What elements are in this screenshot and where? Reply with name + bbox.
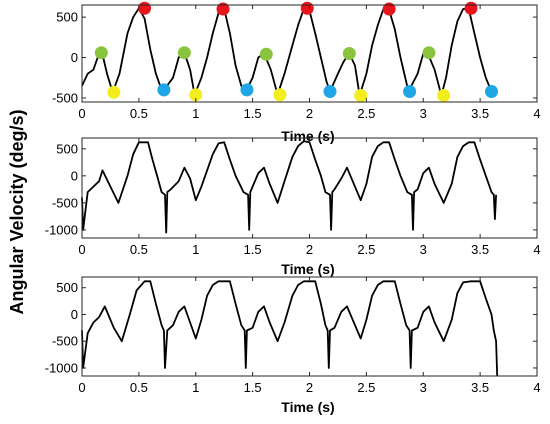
panel-2-series-line: [81, 140, 497, 234]
panel-3-axes-layer: 0 0.5 1 1.5 2 2.5 3 3.5 4 -1000 -500 0 500: [45, 276, 541, 395]
panel-2-x-tick-label: 3: [420, 242, 427, 257]
panel-1-peak-marker: [216, 2, 230, 16]
panel-2-x-tick-label: 1: [192, 242, 199, 257]
panel-3-y-tick-label: -1000: [45, 360, 78, 375]
panel-1-marker-layer: [94, 1, 498, 103]
panel-1-cyan-marker: [323, 84, 337, 98]
panel-1-cyan-marker: [157, 83, 171, 97]
panel-1-x-tick-label: 4: [533, 106, 540, 121]
panel-1-x-tick-label: 3: [420, 106, 427, 121]
panel-1-y-tick-label: -500: [52, 90, 78, 105]
panel-3-y-tick-label: 500: [56, 280, 78, 295]
panel-1-x-tick-label: 1.5: [244, 106, 262, 121]
panel-2-x-tick-label: 1.5: [244, 242, 262, 257]
panel-2-axes-layer: 0 0.5 1 1.5 2 2.5 3 3.5 4 -1000 -500 0 500: [45, 137, 541, 257]
panel-1-x-tick-label: 1: [192, 106, 199, 121]
panel-2-x-tick-label: 2.5: [357, 242, 375, 257]
panel-1-green-marker: [259, 47, 273, 61]
panel-1-x-tick-label: 3.5: [471, 106, 489, 121]
panel-1-peak-marker: [464, 1, 478, 15]
panel-1-cyan-marker: [240, 83, 254, 97]
panel-3-series-line: [81, 280, 499, 377]
panel-1-yellow-marker: [189, 88, 203, 102]
panel-3-y-tick-label: 0: [71, 307, 78, 322]
panel-3-x-tick-label: 0: [78, 380, 85, 395]
panel-3-curve-layer: [81, 280, 499, 377]
panel-1-x-axis-title: Time (s): [281, 128, 334, 144]
panel-2-curve-layer: [81, 140, 497, 234]
panel-2-x-tick-label: 0: [78, 242, 85, 257]
panel-3-x-axis-title: Time (s): [281, 399, 334, 415]
panel-2-x-tick-label: 0.5: [130, 242, 148, 257]
panel-1-yellow-marker: [107, 85, 121, 99]
panel-3: 0 0.5 1 1.5 2 2.5 3 3.5 4 -1000 -500 0 500 Time (s): [45, 276, 541, 415]
panel-2-x-axis-title: Time (s): [281, 261, 334, 277]
panel-1-y-tick-label: 500: [56, 10, 78, 25]
panel-3-x-tick-label: 2.5: [357, 380, 375, 395]
panel-3-x-tick-label: 2: [306, 380, 313, 395]
panel-1-cyan-marker: [403, 84, 417, 98]
panel-1-yellow-marker: [273, 88, 287, 102]
panel-1-x-tick-label: 0: [78, 106, 85, 121]
panel-3-x-tick-label: 4: [533, 380, 540, 395]
panel-1-green-marker: [342, 47, 356, 60]
panel-2-y-tick-label: 500: [56, 141, 78, 156]
panel-2-y-tick-label: -500: [52, 195, 78, 210]
panel-3-x-tick-label: 1.5: [244, 380, 262, 395]
panel-1-x-tick-label: 0.5: [130, 106, 148, 121]
panel-1-green-marker: [94, 46, 108, 60]
panel-1-peak-marker: [382, 2, 396, 16]
panel-2-y-tick-label: 0: [71, 168, 78, 183]
panel-1-yellow-marker: [437, 89, 451, 103]
panel-3-axes-box: [81, 276, 538, 377]
panel-3-x-tick-label: 3.5: [471, 380, 489, 395]
panel-1-y-tick-label: 0: [71, 50, 78, 65]
panel-3-y-tick-label: -500: [52, 334, 78, 349]
panel-3-x-tick-label: 1: [192, 380, 199, 395]
panel-2: 0 0.5 1 1.5 2 2.5 3 3.5 4 -1000 -500 0 500 Time (s): [45, 137, 541, 277]
panel-1-peak-marker: [138, 1, 152, 15]
panel-1-green-marker: [177, 46, 191, 60]
panel-1-green-marker: [422, 46, 436, 60]
panel-1-x-tick-label: 2: [306, 106, 313, 121]
panel-1-axes-box: [81, 4, 538, 103]
panel-3-x-tick-label: 3: [420, 380, 427, 395]
panel-2-x-tick-label: 2: [306, 242, 313, 257]
panel-2-y-tick-label: -1000: [45, 222, 78, 237]
panel-1-x-tick-label: 2.5: [357, 106, 375, 121]
panel-1-yellow-marker: [354, 89, 368, 103]
panel-2-x-tick-label: 4: [533, 242, 540, 257]
panel-2-x-tick-label: 3.5: [471, 242, 489, 257]
panel-1-peak-marker: [300, 1, 314, 15]
panel-3-x-tick-label: 0.5: [130, 380, 148, 395]
panel-1-cyan-marker: [485, 84, 498, 98]
y-axis-title: Angular Velocity (deg/s): [7, 109, 27, 314]
